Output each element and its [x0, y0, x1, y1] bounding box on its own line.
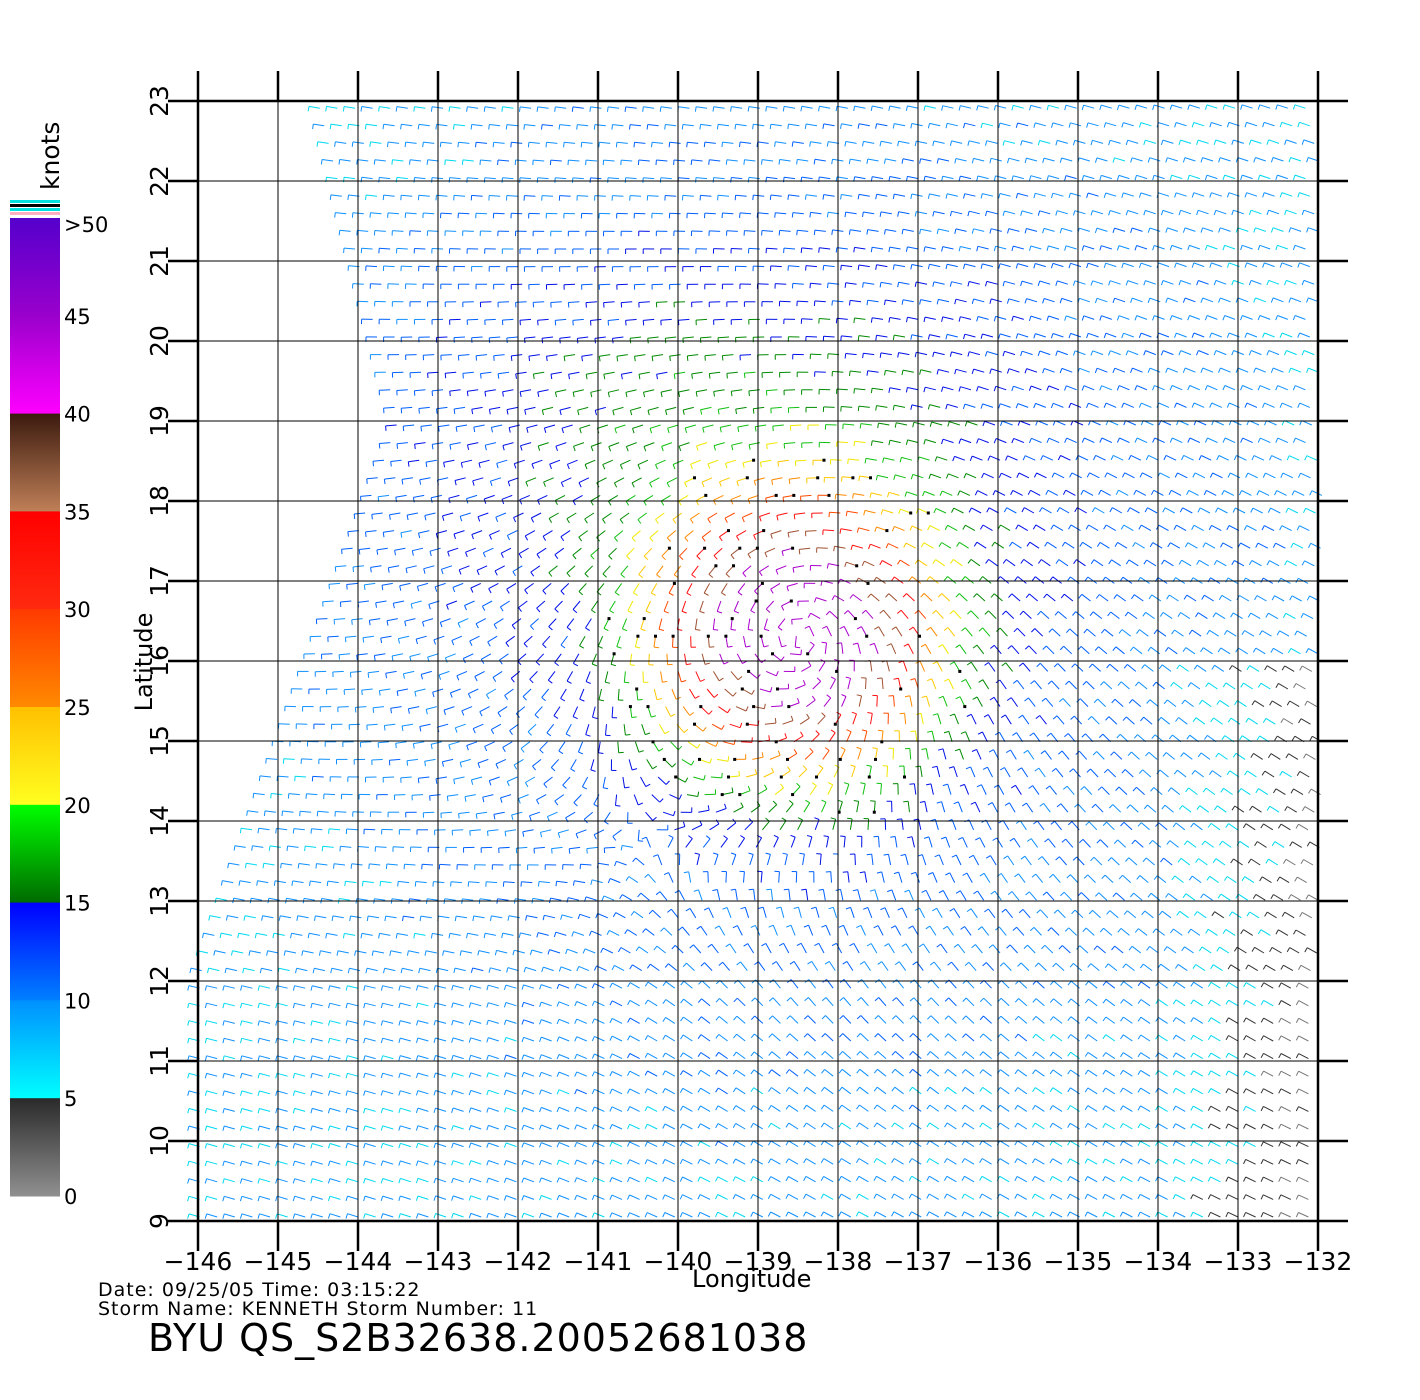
latitude-tick-label: 16	[145, 645, 174, 677]
x-axis-label: Longitude	[692, 1265, 812, 1293]
latitude-tick-label: 10	[145, 1125, 174, 1157]
longitude-tick-label: −146	[164, 1247, 233, 1276]
longitude-tick-label: −138	[804, 1247, 873, 1276]
latitude-tick-label: 20	[145, 325, 174, 357]
speed-color-legend: >50 45 40 35 30 25 20 15 10 5 0 knots	[10, 122, 108, 1209]
legend-top-stripe	[10, 200, 60, 203]
latitude-tick-label: 18	[145, 485, 174, 517]
y-axis-label: Latitude	[130, 612, 158, 712]
legend-top-stripe	[10, 212, 60, 215]
legend-label: 5	[64, 1087, 77, 1111]
latitude-tick-label: 23	[145, 85, 174, 117]
latitude-tick-label: 14	[145, 805, 174, 837]
legend-label: 40	[64, 403, 91, 427]
legend-unit-label: knots	[36, 122, 65, 190]
legend-label: 30	[64, 598, 91, 622]
legend-color-band	[10, 707, 60, 806]
longitude-tick-label: −132	[1284, 1247, 1353, 1276]
latitude-tick-label: 15	[145, 725, 174, 757]
legend-color-band	[10, 902, 60, 1001]
legend-color-band	[10, 609, 60, 708]
legend-top-stripe	[10, 204, 60, 207]
legend-color-band	[10, 413, 60, 512]
legend-label: 35	[64, 500, 91, 524]
latitude-tick-label: 11	[145, 1045, 174, 1077]
longitude-tick-label: −134	[1124, 1247, 1193, 1276]
legend-label: 10	[64, 989, 91, 1013]
lat-lon-grid: −146 −145 −144 −143 −142 −141 −140 −139 −138 −137…	[145, 71, 1352, 1276]
latitude-tick-label: 13	[145, 885, 174, 917]
longitude-tick-label: −135	[1044, 1247, 1113, 1276]
longitude-tick-label: −133	[1204, 1247, 1273, 1276]
longitude-tick-label: −141	[564, 1247, 633, 1276]
wind-barb-field	[187, 104, 1323, 1219]
legend-color-band	[10, 218, 60, 415]
longitude-tick-label: −144	[324, 1247, 393, 1276]
longitude-tick-label: −137	[884, 1247, 953, 1276]
legend-label: >50	[64, 213, 108, 237]
legend-color-band	[10, 1098, 60, 1197]
legend-label: 20	[64, 794, 91, 818]
latitude-tick-label: 17	[145, 565, 174, 597]
legend-color-band	[10, 804, 60, 904]
latitude-tick-label: 9	[145, 1213, 174, 1229]
legend-label: 45	[64, 305, 91, 329]
latitude-tick-label: 21	[145, 245, 174, 277]
longitude-tick-label: −139	[724, 1247, 793, 1276]
legend-label: 25	[64, 696, 91, 720]
date-time-line: Date: 09/25/05 Time: 03:15:22	[98, 1279, 421, 1301]
latitude-tick-label: 12	[145, 965, 174, 997]
latitude-tick-label: 22	[145, 165, 174, 197]
longitude-tick-label: −143	[404, 1247, 473, 1276]
file-identifier: BYU QS_S2B32638.20052681038	[148, 1316, 809, 1360]
legend-label: 0	[64, 1185, 77, 1209]
legend-color-band	[10, 1000, 60, 1099]
legend-top-stripe	[10, 208, 60, 211]
legend-label: 15	[64, 892, 91, 916]
storm-name-line: Storm Name: KENNETH Storm Number: 11	[98, 1298, 539, 1320]
longitude-tick-label: −140	[644, 1247, 713, 1276]
longitude-tick-label: −136	[964, 1247, 1033, 1276]
longitude-tick-label: −145	[244, 1247, 313, 1276]
longitude-tick-label: −142	[484, 1247, 553, 1276]
legend-color-band	[10, 511, 60, 610]
latitude-tick-label: 19	[145, 405, 174, 437]
